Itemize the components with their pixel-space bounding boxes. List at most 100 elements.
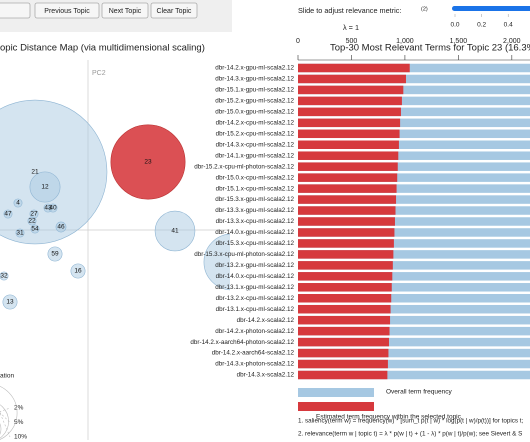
cut-off-button[interactable] — [0, 2, 31, 19]
topic-bar — [298, 217, 395, 226]
term-label[interactable]: dbr-14.3.x-photon-scala2.12 — [215, 361, 294, 368]
button[interactable] — [150, 2, 198, 19]
topic-circle[interactable] — [13, 198, 23, 208]
term-label[interactable]: dbr-14.2.x-aarch64-scala2.12 — [212, 350, 295, 357]
term-label[interactable]: dbr-14.2.x-photon-scala2.12 — [215, 328, 294, 335]
topic-label: 16 — [74, 268, 82, 275]
term-label[interactable]: dbr-14.0.x-cpu-ml-scala2.12 — [216, 273, 295, 280]
button[interactable] — [101, 2, 149, 19]
overall-bar — [298, 173, 530, 182]
term-label[interactable]: dbr-14.3.x-cpu-ml-scala2.12 — [216, 141, 295, 148]
button-label[interactable]: Next Topic — [109, 8, 142, 15]
topic-label: 41 — [171, 228, 179, 235]
term-label[interactable]: dbr-13.3.x-cpu-ml-scala2.12 — [216, 218, 295, 225]
topic-bar — [298, 151, 399, 160]
topic-bar — [298, 370, 388, 380]
term-label[interactable]: dbr-13.2.x-gpu-ml-scala2.12 — [215, 262, 294, 269]
topic-circle[interactable] — [47, 246, 63, 262]
topic-label: 22 — [28, 218, 36, 225]
topic-bar — [298, 326, 390, 336]
term-label[interactable]: dbr-15.3.x-cpu-ml-scala2.12 — [216, 240, 295, 247]
topic-bar — [298, 239, 394, 248]
topic-circle[interactable] — [55, 221, 67, 233]
legend-label: Overall term frequency — [386, 389, 452, 396]
topic-circle[interactable] — [27, 216, 37, 226]
topic-label: 23 — [144, 159, 152, 166]
term-label[interactable]: dbr-13.3.x-gpu-ml-scala2.12 — [215, 207, 294, 214]
topic-bar — [298, 228, 395, 237]
bars — [298, 63, 530, 380]
term-label[interactable]: dbr-14.2.x-scala2.12 — [237, 317, 295, 324]
topic-bar — [298, 261, 393, 270]
topic-bar — [298, 184, 397, 193]
topic-bar — [298, 272, 393, 281]
term-label[interactable]: dbr-15.2.x-gpu-ml-scala2.12 — [215, 98, 294, 105]
slider-fill[interactable] — [452, 6, 530, 11]
overall-bar — [298, 118, 530, 128]
term-label[interactable]: dbr-15.3.x-gpu-ml-scala2.12 — [215, 196, 294, 203]
topic-bar — [298, 107, 401, 117]
topic-circle[interactable] — [70, 263, 86, 279]
topic-bar — [298, 206, 396, 215]
topic-label: 59 — [51, 251, 59, 258]
note: 1. saliency(term w) = frequency(w) * [su… — [298, 418, 524, 425]
term-label[interactable]: dbr-15.2.x-cpu-ml-photon-scala2.12 — [194, 163, 294, 170]
overall-bar — [298, 261, 530, 270]
slider-label: Slide to adjust relevance metric: — [298, 6, 401, 15]
topic-circle[interactable] — [2, 294, 18, 310]
x-tick-label: 0 — [296, 38, 300, 45]
topic-bar — [298, 85, 404, 95]
legend-label: Estimated term frequency within the sele… — [316, 414, 462, 421]
topic-bar — [298, 173, 398, 182]
topic-label: 40 — [49, 205, 57, 212]
button[interactable] — [34, 2, 100, 19]
topic-circle[interactable] — [29, 171, 61, 203]
term-label[interactable]: dbr-15.1.x-cpu-ml-scala2.12 — [216, 185, 295, 192]
size-legend-leader — [0, 407, 11, 412]
term-label[interactable]: dbr-14.2.x-gpu-ml-scala2.12 — [215, 65, 294, 72]
topic-bar — [298, 359, 388, 369]
topic-bar — [298, 348, 389, 358]
term-label[interactable]: dbr-13.1.x-gpu-ml-scala2.12 — [215, 284, 294, 291]
topic-circle[interactable] — [0, 99, 108, 245]
x-tick-label: 2,000 — [503, 38, 521, 45]
overall-bar — [298, 228, 530, 237]
overall-bar — [298, 239, 530, 248]
term-label[interactable]: dbr-13.1.x-cpu-ml-scala2.12 — [216, 306, 295, 313]
topic-circle[interactable] — [154, 210, 196, 252]
overall-bar — [298, 348, 530, 358]
button-label[interactable]: Clear Topic — [157, 8, 192, 15]
size-legend-label: 5% — [14, 419, 24, 426]
term-label[interactable]: dbr-14.2.x-aarch64-photon-scala2.12 — [190, 339, 294, 346]
overall-bar — [298, 359, 530, 369]
term-label[interactable]: dbr-15.2.x-cpu-ml-scala2.12 — [216, 130, 295, 137]
button-label[interactable]: Previous Topic — [44, 8, 90, 15]
term-bar-chart: Top-30 Most Relevant Terms for Topic 23 … — [190, 36, 530, 438]
term-label[interactable]: dbr-15.1.x-gpu-ml-scala2.12 — [215, 87, 294, 94]
term-label[interactable]: dbr-14.3.x-gpu-ml-scala2.12 — [215, 76, 294, 83]
overall-bar — [298, 315, 530, 325]
axis-label: PC2 — [92, 70, 106, 77]
term-label[interactable]: dbr-14.1.x-gpu-ml-scala2.12 — [215, 152, 294, 159]
term-label[interactable]: dbr-15.0.x-cpu-ml-scala2.12 — [216, 174, 295, 181]
topic-bar — [298, 118, 401, 128]
topic-bar — [298, 162, 398, 171]
overall-bar — [298, 294, 530, 303]
overall-bar — [298, 63, 530, 73]
term-label[interactable]: dbr-15.0.x-gpu-ml-scala2.12 — [215, 109, 294, 116]
topic-circle[interactable] — [30, 224, 40, 234]
topic-circle[interactable] — [110, 124, 186, 200]
term-label[interactable]: dbr-14.0.x-gpu-ml-scala2.12 — [215, 229, 294, 236]
slider-tick-label: 0.4 — [504, 22, 513, 29]
topic-circle[interactable] — [3, 209, 13, 219]
topic-circle[interactable] — [48, 203, 58, 213]
topic-label: 47 — [4, 211, 12, 218]
term-label[interactable]: dbr-15.3.x-cpu-ml-photon-scala2.12 — [194, 251, 294, 258]
term-label[interactable]: dbr-14.3.x-scala2.12 — [237, 372, 295, 379]
term-label[interactable]: dbr-13.2.x-cpu-ml-scala2.12 — [216, 295, 295, 302]
topic-circle[interactable] — [0, 271, 9, 281]
overall-bar — [298, 184, 530, 193]
topic-bar — [298, 304, 391, 314]
topic-circle[interactable] — [15, 228, 25, 238]
term-label[interactable]: dbr-14.2.x-cpu-ml-scala2.12 — [216, 119, 295, 126]
